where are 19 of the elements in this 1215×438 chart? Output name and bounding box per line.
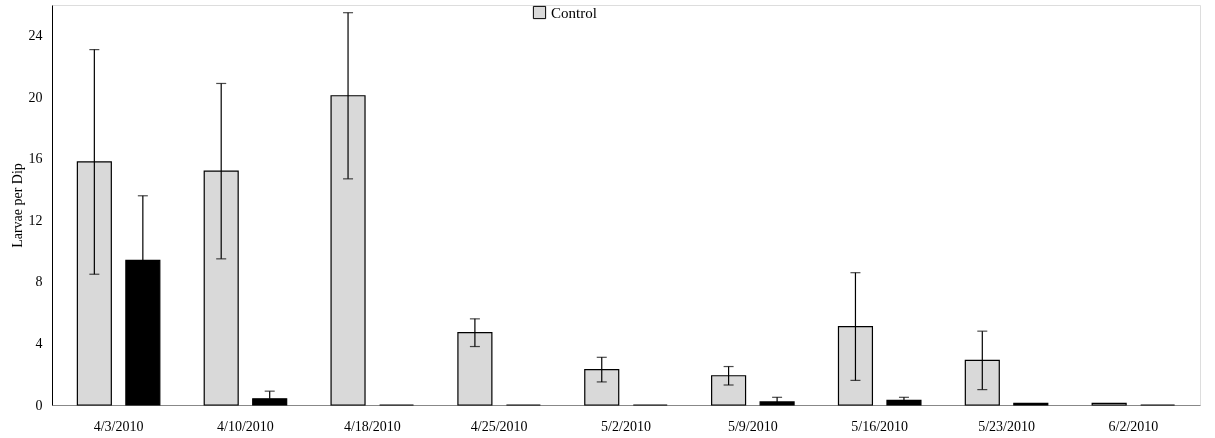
x-tick-label: 4/25/2010 bbox=[470, 418, 528, 434]
bar bbox=[759, 401, 795, 406]
y-tick-label: 16 bbox=[28, 151, 43, 167]
x-tick-label: 5/2/2010 bbox=[601, 418, 651, 434]
y-tick-label: 4 bbox=[35, 335, 43, 351]
x-tick-label: 5/16/2010 bbox=[851, 418, 909, 434]
x-tick-label: 4/3/2010 bbox=[93, 418, 144, 434]
x-tick-label: 5/23/2010 bbox=[978, 418, 1035, 434]
x-tick-label: 4/18/2010 bbox=[343, 418, 401, 434]
y-axis-title: Larvae per Dip bbox=[9, 163, 25, 248]
y-tick-label: 8 bbox=[35, 274, 43, 290]
x-tick-label: 5/9/2010 bbox=[727, 418, 778, 434]
x-tick-label: 6/2/2010 bbox=[1108, 418, 1159, 434]
x-tick-label: 4/10/2010 bbox=[217, 418, 274, 434]
y-tick-label: 24 bbox=[28, 28, 43, 44]
y-tick-label: 20 bbox=[28, 89, 43, 105]
y-tick-label: 0 bbox=[35, 397, 43, 413]
legend-label: Control bbox=[551, 4, 597, 21]
y-tick-label: 12 bbox=[28, 212, 43, 228]
